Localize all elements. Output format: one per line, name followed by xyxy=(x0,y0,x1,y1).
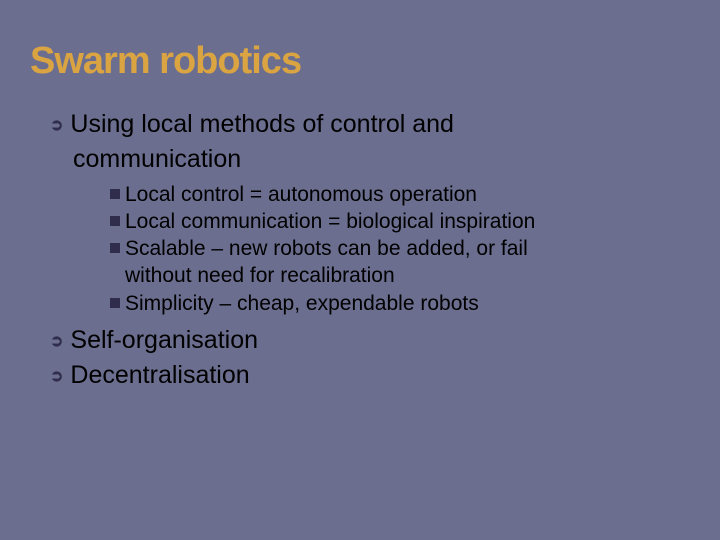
bullet-text: Using local methods of control and xyxy=(70,109,454,140)
bullet-text: communication xyxy=(73,145,241,173)
bullet-text: Local communication = biological inspira… xyxy=(125,209,535,235)
bullet-level2: Scalable – new robots can be added, or f… xyxy=(30,236,690,262)
bullet-text: without need for recalibration xyxy=(125,264,395,287)
square-bullet-icon xyxy=(110,189,120,199)
arrow-bullet-icon: ➲ xyxy=(50,366,63,386)
slide-title: Swarm robotics xyxy=(30,40,690,83)
arrow-bullet-icon: ➲ xyxy=(50,331,63,351)
bullet-level2: Simplicity – cheap, expendable robots xyxy=(30,291,690,317)
bullet-level1: ➲ Self-organisation xyxy=(30,325,690,356)
square-bullet-icon xyxy=(110,298,120,308)
slide: Swarm robotics ➲ Using local methods of … xyxy=(0,0,720,540)
bullet-level2-continuation: without need for recalibration xyxy=(30,263,690,289)
bullet-text: Self-organisation xyxy=(70,325,258,356)
bullet-text: Local control = autonomous operation xyxy=(125,182,477,208)
bullet-text: Decentralisation xyxy=(70,360,249,391)
bullet-level2: Local communication = biological inspira… xyxy=(30,209,690,235)
bullet-text: Scalable – new robots can be added, or f… xyxy=(125,236,528,262)
square-bullet-icon xyxy=(110,216,120,226)
bullet-level1: ➲ Using local methods of control and xyxy=(30,109,690,140)
bullet-level1: ➲ Decentralisation xyxy=(30,360,690,391)
arrow-bullet-icon: ➲ xyxy=(50,115,63,135)
bullet-text: Simplicity – cheap, expendable robots xyxy=(125,291,479,317)
square-bullet-icon xyxy=(110,243,120,253)
bullet-level2: Local control = autonomous operation xyxy=(30,182,690,208)
bullet-level1-continuation: communication xyxy=(30,144,690,175)
